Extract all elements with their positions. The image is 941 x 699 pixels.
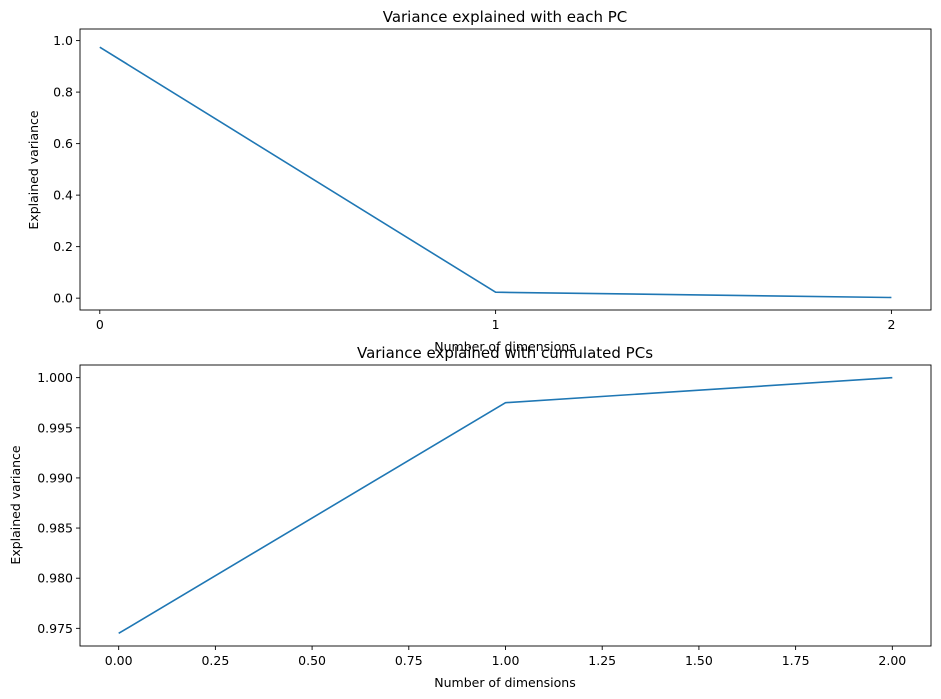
y-tick-label: 0.995	[37, 420, 73, 435]
x-tick-label: 0.25	[201, 653, 229, 668]
y-axis-label: Explained variance	[26, 110, 41, 229]
series-line	[118, 376, 893, 635]
x-tick-label: 1	[492, 317, 500, 332]
chart-each-pc: Variance explained with each PC 0 1 2 0.0 0.…	[26, 8, 932, 354]
x-tick-label: 1.75	[782, 653, 810, 668]
y-tick-label: 1.000	[37, 370, 73, 385]
y-tick-label: 0.985	[37, 521, 73, 536]
y-tick-label: 0.4	[53, 188, 73, 203]
y-tick-label: 0.6	[53, 136, 73, 151]
x-axis-label: Number of dimensions	[434, 675, 575, 690]
x-tick-label: 0.00	[105, 653, 133, 668]
x-tick-label: 0.75	[395, 653, 423, 668]
chart-title: Variance explained with each PC	[383, 8, 628, 26]
y-tick-label: 0.0	[53, 291, 73, 306]
x-tick-label: 2	[887, 317, 895, 332]
chart-cumulated-pcs: Variance explained with cumulated PCs 0.…	[8, 344, 932, 690]
x-tick-label: 1.00	[492, 653, 520, 668]
y-tick-label: 1.0	[53, 33, 73, 48]
axes-frame	[79, 364, 932, 647]
x-tick-label: 0.50	[298, 653, 326, 668]
plot-area: 0.00 0.25 0.50 0.75 1.00 1.25 1.50 1.75 2.00 0.97…	[37, 370, 906, 668]
x-tick-label: 2.00	[878, 653, 906, 668]
axes-frame	[79, 28, 932, 311]
chart-title: Variance explained with cumulated PCs	[357, 344, 653, 362]
y-tick-label: 0.990	[37, 470, 73, 485]
y-tick-label: 0.2	[53, 239, 73, 254]
x-tick-label: 0	[96, 317, 104, 332]
y-tick-label: 0.975	[37, 621, 73, 636]
x-tick-label: 1.25	[588, 653, 616, 668]
y-tick-label: 0.8	[53, 85, 73, 100]
plot-area: 0 1 2 0.0 0.2 0.4 0.6 0.8 1.0	[53, 33, 895, 332]
x-tick-label: 1.50	[685, 653, 713, 668]
y-axis-label: Explained variance	[8, 445, 23, 564]
y-tick-label: 0.980	[37, 571, 73, 586]
x-axis-label: Number of dimensions	[434, 339, 575, 354]
series-line	[99, 46, 892, 299]
